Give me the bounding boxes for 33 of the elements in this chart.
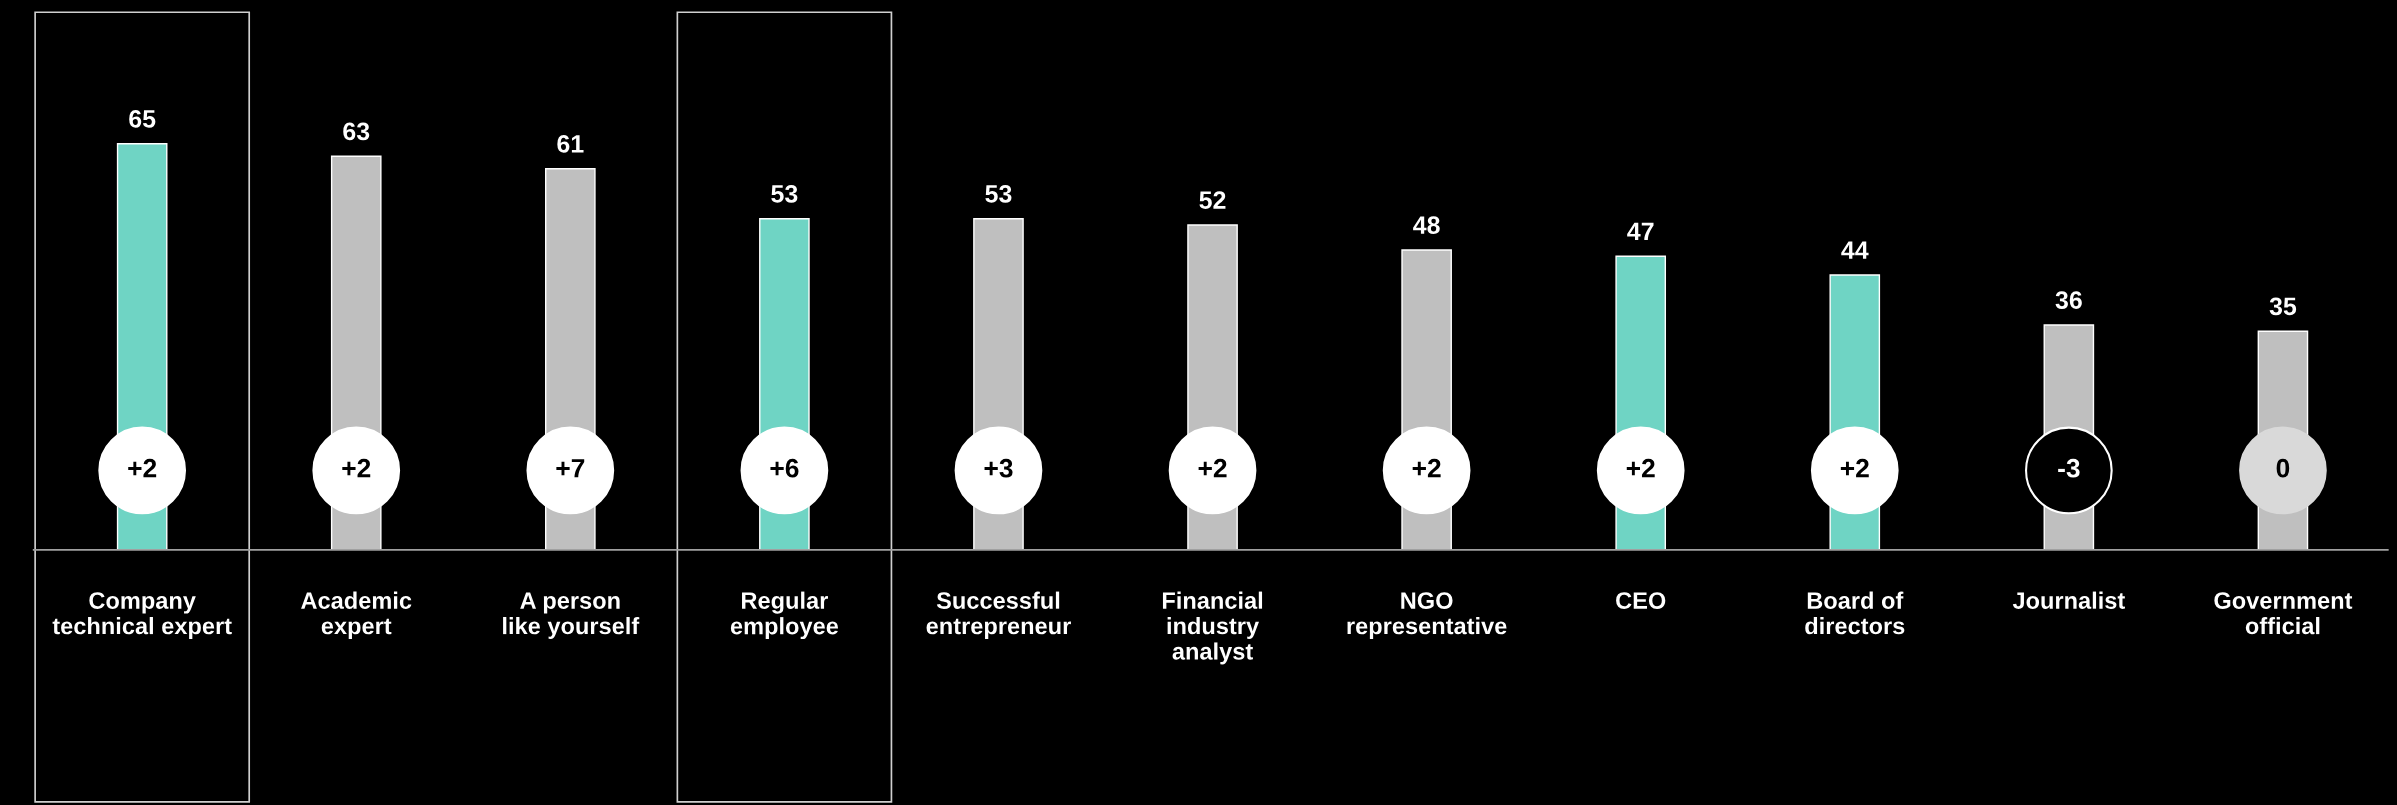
annotation: +3 bbox=[984, 458, 1013, 478]
data-label: 35 bbox=[2269, 297, 2297, 316]
x-tick-label: Regular employee bbox=[730, 591, 839, 640]
x-tick-label: Journalist bbox=[2012, 591, 2125, 609]
x-tick-label: Academic expert bbox=[301, 591, 412, 640]
x-tick-label: NGO representative bbox=[1347, 592, 1507, 640]
data-label: 53 bbox=[771, 185, 798, 203]
annotation: -3 bbox=[2058, 458, 2080, 478]
data-label: 36 bbox=[2055, 291, 2082, 309]
data-label: 63 bbox=[343, 122, 370, 141]
annotation: +2 bbox=[1840, 458, 1869, 478]
data-label: 65 bbox=[129, 110, 156, 128]
x-tick-label: Successful entrepreneur bbox=[926, 591, 1071, 640]
data-label: 48 bbox=[1413, 216, 1440, 234]
x-tick-label: Company technical expert bbox=[52, 592, 232, 640]
annotation: +2 bbox=[1198, 458, 1227, 478]
annotation: +2 bbox=[1626, 458, 1655, 478]
x-tick-label: A person like yourself bbox=[503, 592, 640, 640]
x-tick-label: Government official bbox=[2214, 592, 2353, 635]
data-label: 52 bbox=[1199, 191, 1226, 209]
annotation: +6 bbox=[770, 458, 799, 478]
annotation: +2 bbox=[1412, 458, 1441, 478]
data-label: 53 bbox=[985, 185, 1012, 203]
annotation: +2 bbox=[128, 458, 157, 478]
annotation: +7 bbox=[556, 459, 585, 478]
x-tick-label: Board of directors bbox=[1805, 591, 1905, 635]
x-tick-label: CEO bbox=[1616, 592, 1666, 609]
data-label: 61 bbox=[557, 135, 584, 153]
annotation: 0 bbox=[2276, 458, 2290, 478]
data-label: 47 bbox=[1627, 222, 1654, 240]
annotation: +2 bbox=[342, 458, 371, 478]
data-label: 44 bbox=[1841, 241, 1869, 259]
x-tick-label: Financial industry analyst bbox=[1162, 591, 1263, 665]
